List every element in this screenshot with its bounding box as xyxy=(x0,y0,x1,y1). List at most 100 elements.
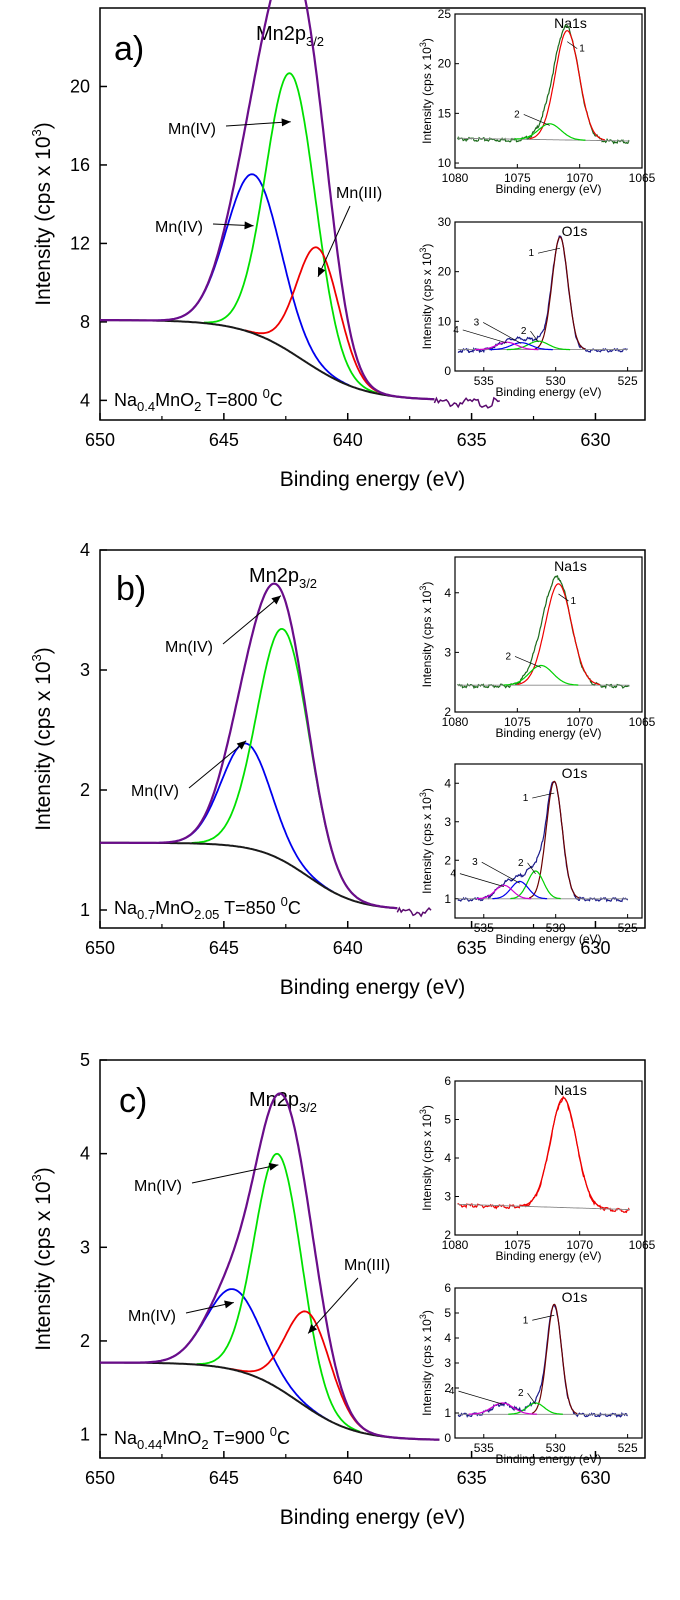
inset-y-axis-label: Intensity (cps x 103) xyxy=(418,1105,434,1211)
annotation-arrow-line xyxy=(225,121,291,127)
inset-x-tick-label: 1080 xyxy=(442,715,469,729)
inset-x-axis-label: Binding energy (eV) xyxy=(495,182,601,196)
inset-component-3 xyxy=(492,880,548,900)
inset-x-tick-label: 1080 xyxy=(442,1238,469,1252)
inset-component-1 xyxy=(528,780,580,899)
inset-y-tick-label: 30 xyxy=(438,215,452,229)
annotation-label: Mn(IV) xyxy=(165,639,213,656)
annotation-arrow-line xyxy=(191,1164,279,1184)
y-tick-label: 1 xyxy=(80,1425,90,1445)
inset-baseline xyxy=(457,1203,630,1211)
inset-component-2 xyxy=(503,664,579,686)
y-axis-label-text: Intensity (cps x 10 xyxy=(32,661,55,830)
inset-y-tick-label: 10 xyxy=(438,156,452,170)
inset-peak-leader xyxy=(514,656,542,668)
inset-baseline xyxy=(457,137,630,142)
y-axis-label-close: ) xyxy=(32,647,55,654)
sample-o-sub: 2 xyxy=(201,1437,208,1452)
component-curve-3 xyxy=(244,246,392,397)
inset-y-tick-label: 2 xyxy=(444,705,451,719)
x-tick-label: 650 xyxy=(85,1468,115,1488)
peak-title-main: Mn2p xyxy=(249,565,299,587)
inset-x-tick-label: 1080 xyxy=(442,171,469,185)
inset-y-axis-label-sup: 3 xyxy=(418,1109,428,1114)
inset-y-axis-label-text: Intensity (cps x 10 xyxy=(420,252,434,349)
inset-y-axis-label: Intensity (cps x 103) xyxy=(418,788,434,894)
annotation-label: Mn(III) xyxy=(336,185,382,202)
inset-y-axis-label: Intensity (cps x 103) xyxy=(418,38,434,144)
y-axis-label-sup: 3 xyxy=(29,129,44,136)
peak-title-sub: 3/2 xyxy=(299,576,317,591)
sample-na: Na xyxy=(114,1428,138,1448)
inset-y-tick-label: 4 xyxy=(444,1151,451,1165)
inset-peak-leader xyxy=(482,322,522,344)
inset-peak-leader xyxy=(523,114,550,126)
component-curve-1 xyxy=(158,173,350,386)
inset-x-tick-label: 1070 xyxy=(566,715,593,729)
inset-peak-number: 4 xyxy=(449,1386,455,1397)
sample-na: Na xyxy=(114,898,138,918)
y-tick-label: 3 xyxy=(80,1237,90,1257)
inset-x-tick-label: 535 xyxy=(474,921,494,935)
annotation-arrow-line xyxy=(307,1277,359,1334)
inset-y-tick-label: 1 xyxy=(444,1406,451,1420)
y-tick-label: 12 xyxy=(70,233,90,253)
inset-peak-leader xyxy=(458,1390,503,1405)
y-axis-label-close: ) xyxy=(32,1167,55,1174)
inset-y-tick-label: 10 xyxy=(438,314,452,328)
inset-chart-5: 1080 1075 1070 1065 2 3 4 5 6 Binding energy (eV)… xyxy=(418,1074,656,1263)
annotation-label: Mn(III) xyxy=(344,1257,390,1274)
inset-y-tick-label: 4 xyxy=(444,586,451,600)
envelope-curve xyxy=(100,0,435,401)
inset-peak-leader xyxy=(558,593,569,602)
y-tick-label: 1 xyxy=(80,900,90,920)
sample-celsius: C xyxy=(277,1428,290,1448)
inset-y-tick-label: 2 xyxy=(444,853,451,867)
x-tick-label: 630 xyxy=(580,1468,610,1488)
inset-y-tick-label: 6 xyxy=(444,1074,451,1088)
peak-title: Mn2p3/2 xyxy=(256,23,324,49)
y-axis-label-text: Intensity (cps x 10 xyxy=(32,1181,55,1350)
inset-y-axis-label-sup: 3 xyxy=(418,586,428,591)
inset-x-tick-label: 1075 xyxy=(504,1238,531,1252)
y-tick-label: 20 xyxy=(70,76,90,96)
inset-frame xyxy=(454,13,643,169)
sample-o-sub: 2.05 xyxy=(194,907,219,922)
inset-y-axis-label-text: Intensity (cps x 10 xyxy=(420,1319,434,1416)
inset-x-tick-label: 525 xyxy=(618,374,638,388)
sample-degree: 0 xyxy=(263,386,270,401)
inset-chart-2: 535 530 525 0 10 20 30 Binding energy (eV) Inten… xyxy=(418,215,643,399)
component-curve-3 xyxy=(229,1310,387,1438)
peak-title: Mn2p3/2 xyxy=(249,565,317,591)
inset-frame xyxy=(454,221,643,372)
sample-label: Na0.4MnO2 T=800 0C xyxy=(114,386,283,414)
x-tick-label: 645 xyxy=(209,1468,239,1488)
inset-title: O1s xyxy=(562,1289,588,1305)
y-tick-label: 4 xyxy=(80,540,90,560)
y-axis-label-text: Intensity (cps x 10 xyxy=(32,136,55,305)
inset-y-axis-label: Intensity (cps x 103) xyxy=(418,582,434,688)
x-axis-label: Binding energy (eV) xyxy=(280,468,466,491)
inset-peak-number: 2 xyxy=(514,109,520,120)
peak-title: Mn2p3/2 xyxy=(249,1089,317,1115)
inset-y-axis-label-sup: 3 xyxy=(418,42,428,47)
inset-y-tick-label: 25 xyxy=(438,7,452,21)
inset-y-axis-label-close: ) xyxy=(420,244,434,248)
y-axis-label: Intensity (cps x 103) xyxy=(29,647,55,830)
inset-x-tick-label: 530 xyxy=(546,921,566,935)
sample-na-sub: 0.7 xyxy=(137,907,155,922)
panel-letter: c) xyxy=(119,1082,147,1120)
inset-peak-leader xyxy=(532,1314,555,1321)
inset-y-axis-label-text: Intensity (cps x 10 xyxy=(420,590,434,687)
inset-peak-number: 4 xyxy=(450,869,456,880)
sample-temp: T=800 xyxy=(201,390,262,410)
inset-x-tick-label: 1070 xyxy=(566,1238,593,1252)
inset-y-tick-label: 5 xyxy=(444,1113,451,1127)
inset-y-axis-label-text: Intensity (cps x 10 xyxy=(420,47,434,144)
inset-x-axis-label: Binding energy (eV) xyxy=(495,1249,601,1263)
x-tick-label: 630 xyxy=(580,430,610,450)
annotation-label: Mn(IV) xyxy=(131,783,179,800)
inset-x-axis-label: Binding energy (eV) xyxy=(495,1452,601,1466)
panel-letter: a) xyxy=(114,30,144,68)
